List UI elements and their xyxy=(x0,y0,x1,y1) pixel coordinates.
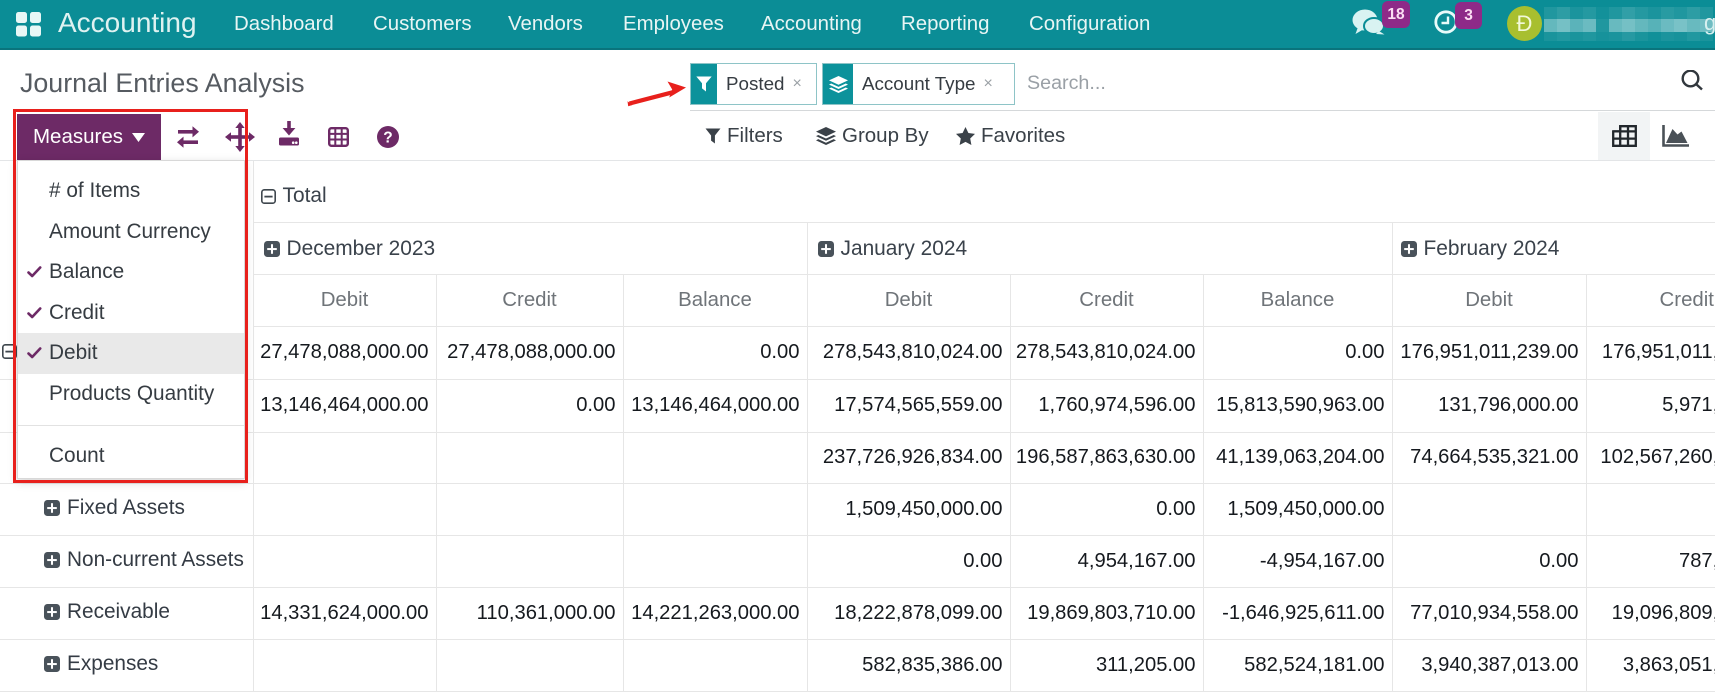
svg-text:?: ? xyxy=(383,130,392,147)
